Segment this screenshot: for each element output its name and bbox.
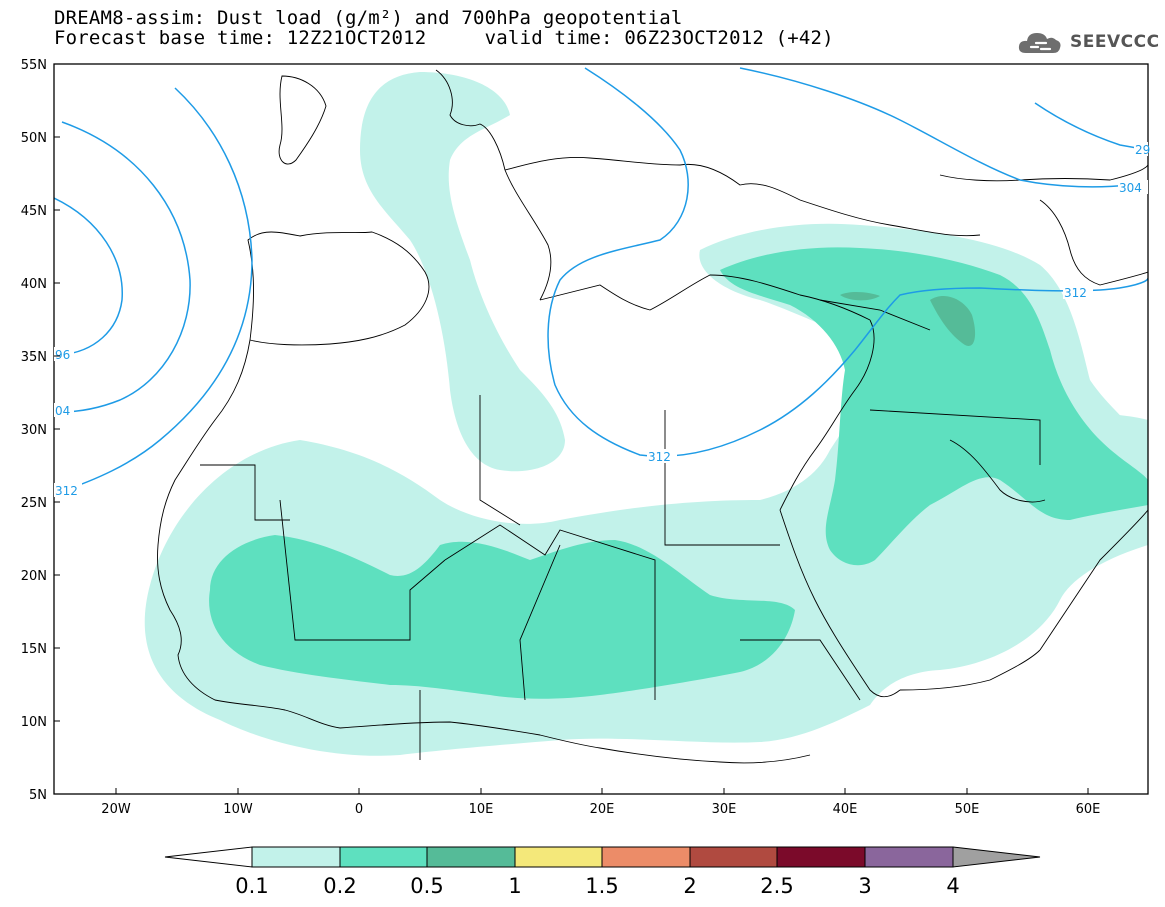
colorbar-swatch — [426, 846, 516, 868]
cloud-icon — [1018, 33, 1061, 53]
colorbar-label: 4 — [946, 874, 959, 898]
lat-label: 35N — [21, 350, 47, 365]
lat-label: 30N — [21, 423, 47, 438]
dust-band-mid — [209, 247, 1148, 699]
isoline-labels: 96 04 312 312 312 304 29 — [54, 142, 1150, 498]
colorbar-label: 2.5 — [760, 874, 793, 898]
colorbar-labels: 0.1 0.2 0.5 1 1.5 2 2.5 3 4 — [235, 874, 959, 898]
lat-label: 45N — [21, 204, 47, 219]
colorbar-label: 0.2 — [323, 874, 356, 898]
colorbar-label: 2 — [683, 874, 696, 898]
isoline-label: 312 — [648, 450, 671, 464]
isoline-label: 312 — [1064, 286, 1087, 300]
lat-label: 55N — [21, 58, 47, 73]
lon-label: 30E — [712, 802, 737, 817]
colorbar-under-arrow — [164, 846, 253, 868]
isoline-label: 29 — [1135, 143, 1150, 157]
longitude-axis — [115, 788, 1089, 794]
colorbar-swatch — [339, 846, 428, 868]
colorbar-label: 1.5 — [585, 874, 618, 898]
dust-band-high — [840, 292, 976, 346]
map-subtitle: Forecast base time: 12Z21OCT2012 valid t… — [54, 28, 834, 48]
lon-label: 40E — [833, 802, 858, 817]
colorbar-label: 0.5 — [410, 874, 443, 898]
isoline-label: 304 — [1119, 181, 1142, 195]
colorbar-swatch — [251, 846, 341, 868]
colorbar-swatch — [776, 846, 866, 868]
latitude-labels: 55N 50N 45N 40N 35N 30N 25N 20N 15N 10N … — [21, 58, 47, 803]
lat-label: 15N — [21, 642, 47, 657]
lon-label: 10E — [469, 802, 494, 817]
lat-label: 5N — [29, 788, 47, 803]
valid-time: valid time: 06Z23OCT2012 (+42) — [484, 27, 834, 49]
dust-field — [144, 72, 1148, 756]
map-title: DREAM8-assim: Dust load (g/m²) and 700hP… — [54, 7, 683, 29]
colorbar-label: 3 — [858, 874, 871, 898]
latitude-axis — [54, 63, 60, 795]
land-borders — [157, 69, 1148, 764]
colorbar-over-arrow — [952, 846, 1041, 868]
colorbar-label: 1 — [508, 874, 521, 898]
colorbar-label: 0.1 — [235, 874, 268, 898]
isoline-label: 312 — [55, 484, 78, 498]
isoline-label: 04 — [55, 404, 70, 418]
lat-label: 40N — [21, 277, 47, 292]
colorbar-swatch — [601, 846, 691, 868]
logo-text: SEEVCCC — [1070, 32, 1160, 52]
lon-label: 10W — [223, 802, 253, 817]
longitude-labels: 20W 10W 0 10E 20E 30E 40E 50E 60E — [101, 802, 1100, 817]
colorbar-legend — [164, 846, 1041, 868]
title-block: DREAM8-assim: Dust load (g/m²) and 700hP… — [54, 8, 834, 48]
lat-label: 25N — [21, 496, 47, 511]
lon-label: 20E — [590, 802, 615, 817]
colorbar-swatch — [689, 846, 778, 868]
lat-label: 20N — [21, 569, 47, 584]
isoline-label: 96 — [55, 348, 70, 362]
base-time: Forecast base time: 12Z21OCT2012 — [54, 27, 427, 49]
lat-label: 50N — [21, 131, 47, 146]
lon-label: 0 — [355, 802, 363, 817]
seevccc-logo: SEEVCCC — [1016, 22, 1160, 62]
lon-label: 50E — [955, 802, 980, 817]
lat-label: 10N — [21, 715, 47, 730]
lon-label: 20W — [101, 802, 131, 817]
lon-label: 60E — [1076, 802, 1101, 817]
colorbar-swatch — [514, 846, 603, 868]
colorbar-swatch — [864, 846, 954, 868]
